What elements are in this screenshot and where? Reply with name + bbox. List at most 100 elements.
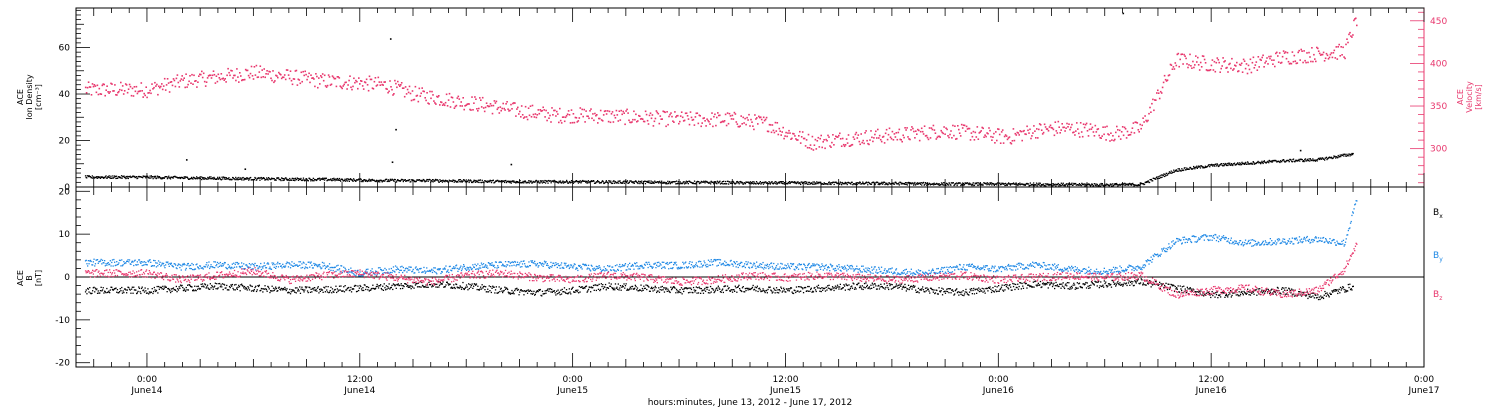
velocity-series-point: [574, 116, 577, 119]
series-bx-point: [1041, 283, 1044, 285]
density-series-point: [679, 183, 681, 185]
density-series-point: [446, 180, 449, 182]
density-series-point: [1035, 182, 1038, 184]
velocity-series-point: [660, 118, 662, 120]
series-bx-point: [166, 291, 168, 293]
density-series-point: [505, 179, 507, 182]
series-bx-point: [840, 288, 842, 290]
series-bx-point: [631, 285, 634, 288]
series-bx-point: [643, 285, 645, 287]
velocity-series-point: [994, 142, 996, 144]
series-bx-point: [698, 286, 700, 288]
series-bx-point: [192, 290, 194, 292]
density-series-point: [1195, 166, 1197, 169]
density-series-point: [769, 182, 771, 184]
series-bx-point: [1050, 281, 1052, 283]
series-bx-point: [593, 289, 595, 291]
series-bx-point: [776, 291, 778, 294]
density-series-point: [621, 182, 623, 184]
series-bx-point: [232, 287, 234, 290]
velocity-series-point: [893, 133, 896, 135]
velocity-series-point: [463, 108, 465, 111]
series-bx-point: [697, 292, 700, 294]
density-series-point: [929, 183, 931, 185]
density-series-point: [173, 175, 175, 178]
velocity-series-point: [422, 90, 424, 92]
series-bx-point: [734, 290, 736, 292]
density-series-point: [114, 175, 116, 178]
velocity-series-point: [764, 118, 767, 121]
velocity-series-point: [833, 144, 835, 146]
series-bx-point: [621, 285, 624, 287]
series-bx-point: [956, 292, 959, 294]
density-series-point: [1263, 160, 1265, 162]
series-bx-point: [952, 290, 954, 292]
density-series-point: [1175, 169, 1177, 171]
velocity-series-point: [120, 81, 122, 84]
velocity-series-point: [984, 134, 986, 136]
series-bx-point: [939, 290, 941, 292]
density-series-point: [994, 183, 997, 185]
density-series-point: [112, 175, 114, 177]
velocity-series-point: [783, 137, 785, 140]
velocity-series-point: [683, 119, 686, 122]
series-bx-point: [986, 287, 988, 290]
velocity-series-point: [1166, 79, 1169, 81]
series-bx-point: [519, 291, 521, 293]
density-series-point: [1342, 154, 1344, 157]
velocity-series-point: [605, 113, 608, 115]
series-bx-point: [163, 287, 165, 289]
series-bx-point: [848, 284, 850, 286]
series-bx-point: [559, 294, 561, 296]
velocity-series-point: [405, 93, 408, 95]
density-series-point: [1058, 185, 1060, 187]
series-bx-point: [626, 288, 629, 290]
velocity-series-point: [1196, 61, 1198, 63]
velocity-series-point: [1075, 130, 1077, 132]
density-series-point: [137, 176, 139, 178]
velocity-series-point: [808, 147, 811, 149]
density-series-point: [1158, 177, 1161, 179]
density-series-point: [938, 183, 940, 185]
velocity-series-point: [266, 70, 268, 72]
series-bx-point: [675, 288, 678, 291]
density-series-point: [916, 182, 918, 184]
density-series-point: [427, 180, 429, 182]
velocity-series-point: [985, 135, 987, 138]
velocity-series-point: [140, 82, 143, 84]
velocity-series-point: [471, 96, 473, 98]
series-bx-point: [204, 284, 207, 286]
velocity-series-point: [442, 103, 445, 105]
density-series-point: [332, 179, 334, 181]
velocity-series-point: [99, 93, 102, 95]
density-series-point: [463, 179, 465, 181]
velocity-series-point: [1046, 128, 1049, 130]
density-series-point: [431, 180, 433, 182]
velocity-series-point: [1052, 128, 1055, 131]
velocity-series-point: [1224, 60, 1226, 62]
density-series-point: [528, 180, 530, 182]
velocity-series-point: [1020, 130, 1022, 133]
velocity-series-point: [1179, 58, 1181, 61]
velocity-series-point: [689, 111, 692, 113]
velocity-series-point: [487, 105, 490, 108]
series-bx-point: [347, 287, 349, 289]
series-bx-point: [920, 289, 922, 291]
density-series-point: [196, 176, 198, 178]
velocity-series-point: [1202, 55, 1205, 58]
series-bx-point: [209, 283, 211, 285]
series-bx-point: [601, 285, 603, 288]
density-series-point: [606, 181, 608, 183]
series-bx-point: [354, 284, 356, 287]
velocity-series-point: [663, 110, 665, 113]
series-bx-point: [1049, 283, 1052, 285]
velocity-series-point: [1064, 130, 1066, 132]
series-bx-point: [299, 286, 301, 288]
density-series-point: [636, 181, 638, 183]
density-series-point: [706, 180, 708, 183]
series-bx-point: [382, 289, 385, 291]
series-bx-point: [900, 285, 902, 287]
series-bx-point: [310, 288, 312, 290]
velocity-series-point: [479, 97, 481, 99]
density-series-point: [716, 180, 719, 182]
